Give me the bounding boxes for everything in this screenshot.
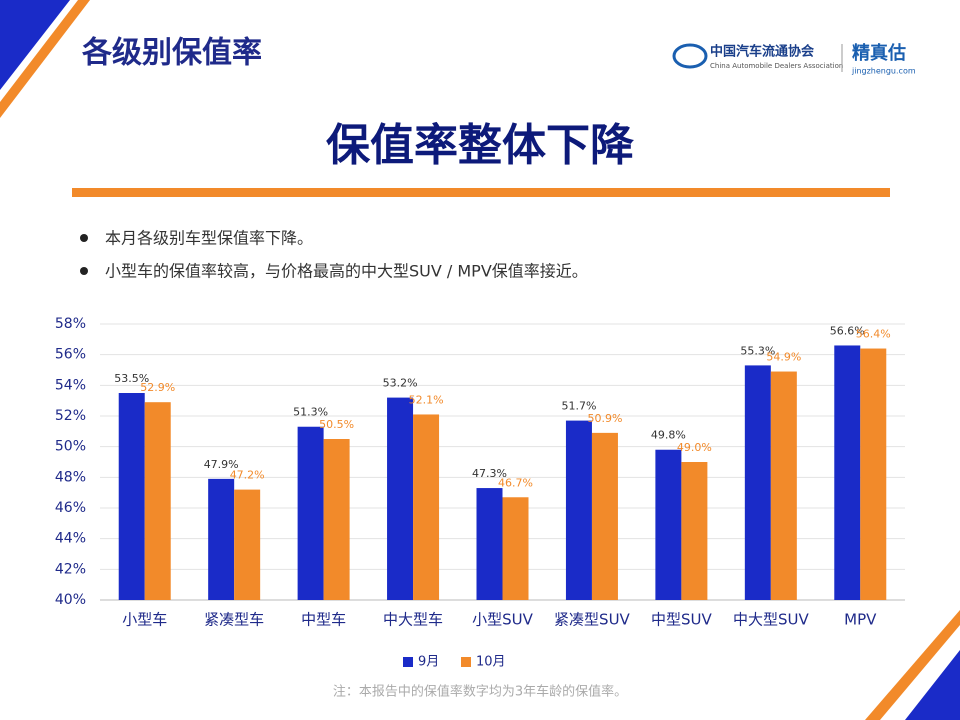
headline-underline bbox=[72, 188, 890, 197]
corner-decor bbox=[865, 610, 960, 720]
bar bbox=[591, 432, 618, 600]
value-label: 49.0% bbox=[677, 441, 712, 454]
bullet-dot bbox=[80, 267, 88, 275]
value-label: 46.7% bbox=[498, 476, 533, 489]
footnote: 注：本报告中的保值率数字均为3年车龄的保值率。 bbox=[333, 684, 627, 700]
legend-swatch bbox=[403, 657, 413, 667]
bar bbox=[834, 345, 861, 600]
legend-label: 10月 bbox=[476, 655, 506, 670]
bar bbox=[681, 462, 708, 600]
y-tick-label: 56% bbox=[55, 347, 86, 363]
bar bbox=[144, 402, 171, 600]
bar bbox=[387, 397, 414, 600]
x-tick-label: 小型SUV bbox=[472, 611, 534, 629]
bar bbox=[744, 365, 771, 600]
y-tick-label: 42% bbox=[55, 561, 86, 577]
brand-url: jingzhengu.com bbox=[851, 67, 916, 76]
value-label: 50.9% bbox=[587, 412, 622, 425]
logo-icon bbox=[672, 43, 708, 69]
x-tick-label: 中大型车 bbox=[383, 611, 443, 629]
logo-cn: 中国汽车流通协会 bbox=[710, 44, 815, 60]
logo-en: China Automobile Dealers Association bbox=[710, 62, 843, 70]
y-tick-label: 46% bbox=[55, 500, 86, 516]
value-label: 49.8% bbox=[651, 429, 686, 442]
value-label: 52.1% bbox=[409, 393, 444, 406]
value-label: 50.5% bbox=[319, 418, 354, 431]
bar bbox=[118, 393, 145, 600]
y-tick-label: 58% bbox=[55, 316, 86, 332]
legend-swatch bbox=[461, 657, 471, 667]
y-tick-label: 52% bbox=[55, 408, 86, 424]
value-label: 56.4% bbox=[856, 328, 891, 341]
value-label: 56.6% bbox=[830, 324, 865, 337]
page-title: 各级别保值率 bbox=[81, 36, 262, 71]
value-label: 54.9% bbox=[766, 351, 801, 364]
corner-decor bbox=[0, 0, 70, 90]
value-label: 47.2% bbox=[230, 469, 265, 482]
brand: 精真估 bbox=[852, 42, 906, 64]
bar bbox=[297, 426, 324, 600]
value-label: 53.5% bbox=[114, 372, 149, 385]
y-tick-label: 54% bbox=[55, 377, 86, 393]
value-label: 51.7% bbox=[561, 400, 596, 413]
bar bbox=[655, 449, 682, 600]
x-tick-label: 中大型SUV bbox=[733, 611, 810, 629]
bullet-text: 本月各级别车型保值率下降。 bbox=[105, 229, 313, 248]
bar bbox=[502, 497, 529, 600]
x-tick-label: 中型SUV bbox=[651, 611, 713, 629]
bar bbox=[770, 371, 797, 600]
corner-decor bbox=[905, 650, 960, 720]
x-tick-label: 中型车 bbox=[301, 611, 346, 629]
corner-decor bbox=[0, 0, 90, 118]
value-label: 47.9% bbox=[204, 458, 239, 471]
x-tick-label: MPV bbox=[844, 611, 877, 629]
y-tick-label: 48% bbox=[55, 469, 86, 485]
y-tick-label: 40% bbox=[55, 592, 86, 608]
x-tick-label: 紧凑型SUV bbox=[554, 611, 631, 629]
x-tick-label: 紧凑型车 bbox=[204, 611, 264, 629]
y-tick-label: 44% bbox=[55, 531, 86, 547]
bar bbox=[234, 489, 261, 600]
bar bbox=[208, 478, 235, 600]
bar bbox=[860, 348, 887, 600]
y-tick-label: 50% bbox=[55, 439, 86, 455]
bar bbox=[323, 439, 350, 600]
value-label: 55.3% bbox=[740, 344, 775, 357]
bar bbox=[565, 420, 592, 600]
bullet-text: 小型车的保值率较高，与价格最高的中大型SUV / MPV保值率接近。 bbox=[105, 262, 588, 281]
bar bbox=[413, 414, 440, 600]
x-tick-label: 小型车 bbox=[122, 611, 167, 629]
bar bbox=[476, 488, 503, 600]
headline: 保值率整体下降 bbox=[326, 120, 634, 171]
value-label: 53.2% bbox=[383, 377, 418, 390]
value-label: 51.3% bbox=[293, 406, 328, 419]
bullet-dot bbox=[80, 234, 88, 242]
value-label: 52.9% bbox=[140, 381, 175, 394]
value-label: 47.3% bbox=[472, 467, 507, 480]
legend-label: 9月 bbox=[418, 655, 439, 670]
